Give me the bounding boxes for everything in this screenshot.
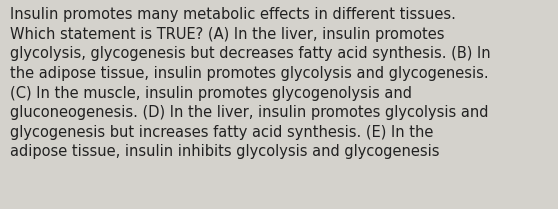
Text: Insulin promotes many metabolic effects in different tissues.
Which statement is: Insulin promotes many metabolic effects … [10,7,490,159]
